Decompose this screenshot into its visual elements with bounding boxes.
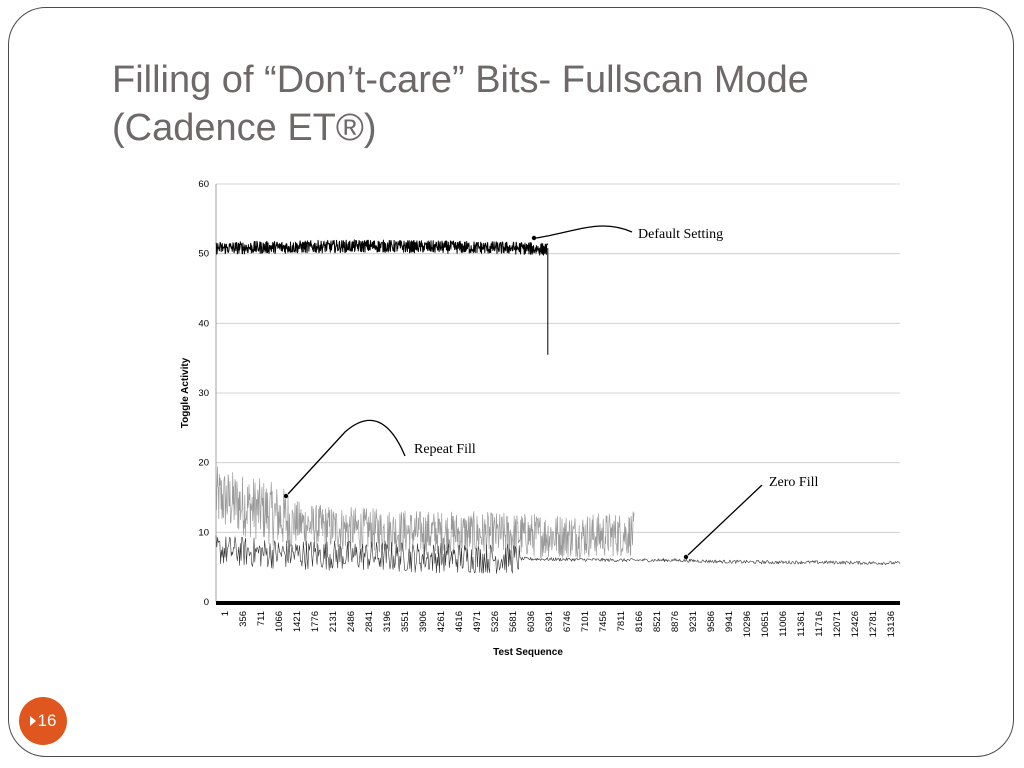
y-tick-label: 20 [198,458,209,469]
page-number-badge[interactable]: 16 [19,697,67,745]
annotation-arrow-default-setting [535,225,633,239]
chart-axis-labels: Test Sequence Toggle Activity [180,357,563,658]
slide-title: Filling of “Don’t-care” Bits- Fullscan M… [112,56,972,152]
x-tick-label: 9231 [688,611,699,632]
x-tick-label: 7456 [598,611,609,632]
page-number: 16 [37,711,57,730]
x-tick-label: 4971 [472,611,483,632]
x-axis-line [216,601,900,605]
x-tick-label: 11361 [796,611,807,637]
x-tick-label: 9586 [706,611,717,632]
x-tick-label: 4616 [454,611,465,632]
annotation-arrow-zero-fill [687,484,763,556]
x-tick-label: 5681 [508,611,519,632]
x-tick-label: 13136 [886,611,897,637]
x-tick-label: 8166 [634,611,645,632]
x-tick-label: 7101 [580,611,591,632]
x-tick-label: 711 [256,611,267,626]
x-tick-label: 10651 [760,611,771,637]
x-tick-label: 3551 [400,611,411,632]
annotation-label-zero-fill: Zero Fill [769,475,818,490]
annotation-arrowhead-repeat-fill [283,493,289,499]
x-tick-label: 12426 [850,611,861,637]
chart-series [215,239,901,574]
x-tick-label: 11716 [814,611,825,637]
y-tick-label: 30 [198,388,209,399]
x-tick-label: 5326 [490,611,501,632]
x-tick-label: 12071 [832,611,843,637]
x-tick-label: 8876 [670,611,681,632]
x-tick-label: 6391 [544,611,555,632]
x-tick-label: 6746 [562,611,573,632]
annotation-arrowhead-zero-fill [683,554,689,560]
x-tick-label: 6036 [526,611,537,632]
annotation-arrowhead-default-setting [531,235,537,241]
x-tick-label: 10296 [742,611,753,637]
y-tick-label: 40 [198,318,209,329]
y-tick-label: 60 [198,179,209,190]
series-default-setting [215,239,549,355]
x-tick-label: 2841 [364,611,375,632]
x-tick-label: 356 [238,611,249,627]
chart-annotations: Default Setting Repeat Fill Zero Fill [283,225,818,560]
x-tick-label: 8521 [652,611,663,632]
x-tick-label: 4261 [436,611,447,632]
y-tick-label: 0 [204,597,209,608]
slide-title-line-2: (Cadence ET®) [112,107,377,149]
annotation-arrow-repeat-fill [287,419,406,495]
x-tick-label: 1066 [274,611,285,632]
x-tick-label: 1776 [310,611,321,632]
x-tick-label: 3196 [382,611,393,632]
x-tick-label: 2131 [328,611,339,632]
series-zero-fill [215,535,901,574]
x-tick-label: 12781 [868,611,879,637]
annotation-label-default-setting: Default Setting [638,227,723,242]
x-tick-label: 7811 [616,611,627,631]
play-triangle-icon [29,716,36,726]
annotation-label-repeat-fill: Repeat Fill [414,442,476,457]
y-tick-label: 50 [198,249,209,260]
slide-title-line-1: Filling of “Don’t-care” Bits- Fullscan M… [112,59,809,101]
x-tick-label: 2486 [346,611,357,632]
y-axis-title: Toggle Activity [180,357,191,428]
x-tick-label: 1421 [292,611,303,632]
x-axis-title: Test Sequence [493,647,563,658]
x-tick-label: 1 [220,611,231,616]
slide-frame [8,7,1014,757]
chart-axes: 0 10 20 30 40 50 60 1 356 711 1066 1421 1776 2131 2486… [198,179,900,637]
x-tick-label: 3906 [418,611,429,632]
series-repeat-fill [215,466,635,559]
x-tick-label: 9941 [724,611,735,632]
y-tick-label: 10 [198,527,209,538]
x-tick-label: 11006 [778,611,789,637]
